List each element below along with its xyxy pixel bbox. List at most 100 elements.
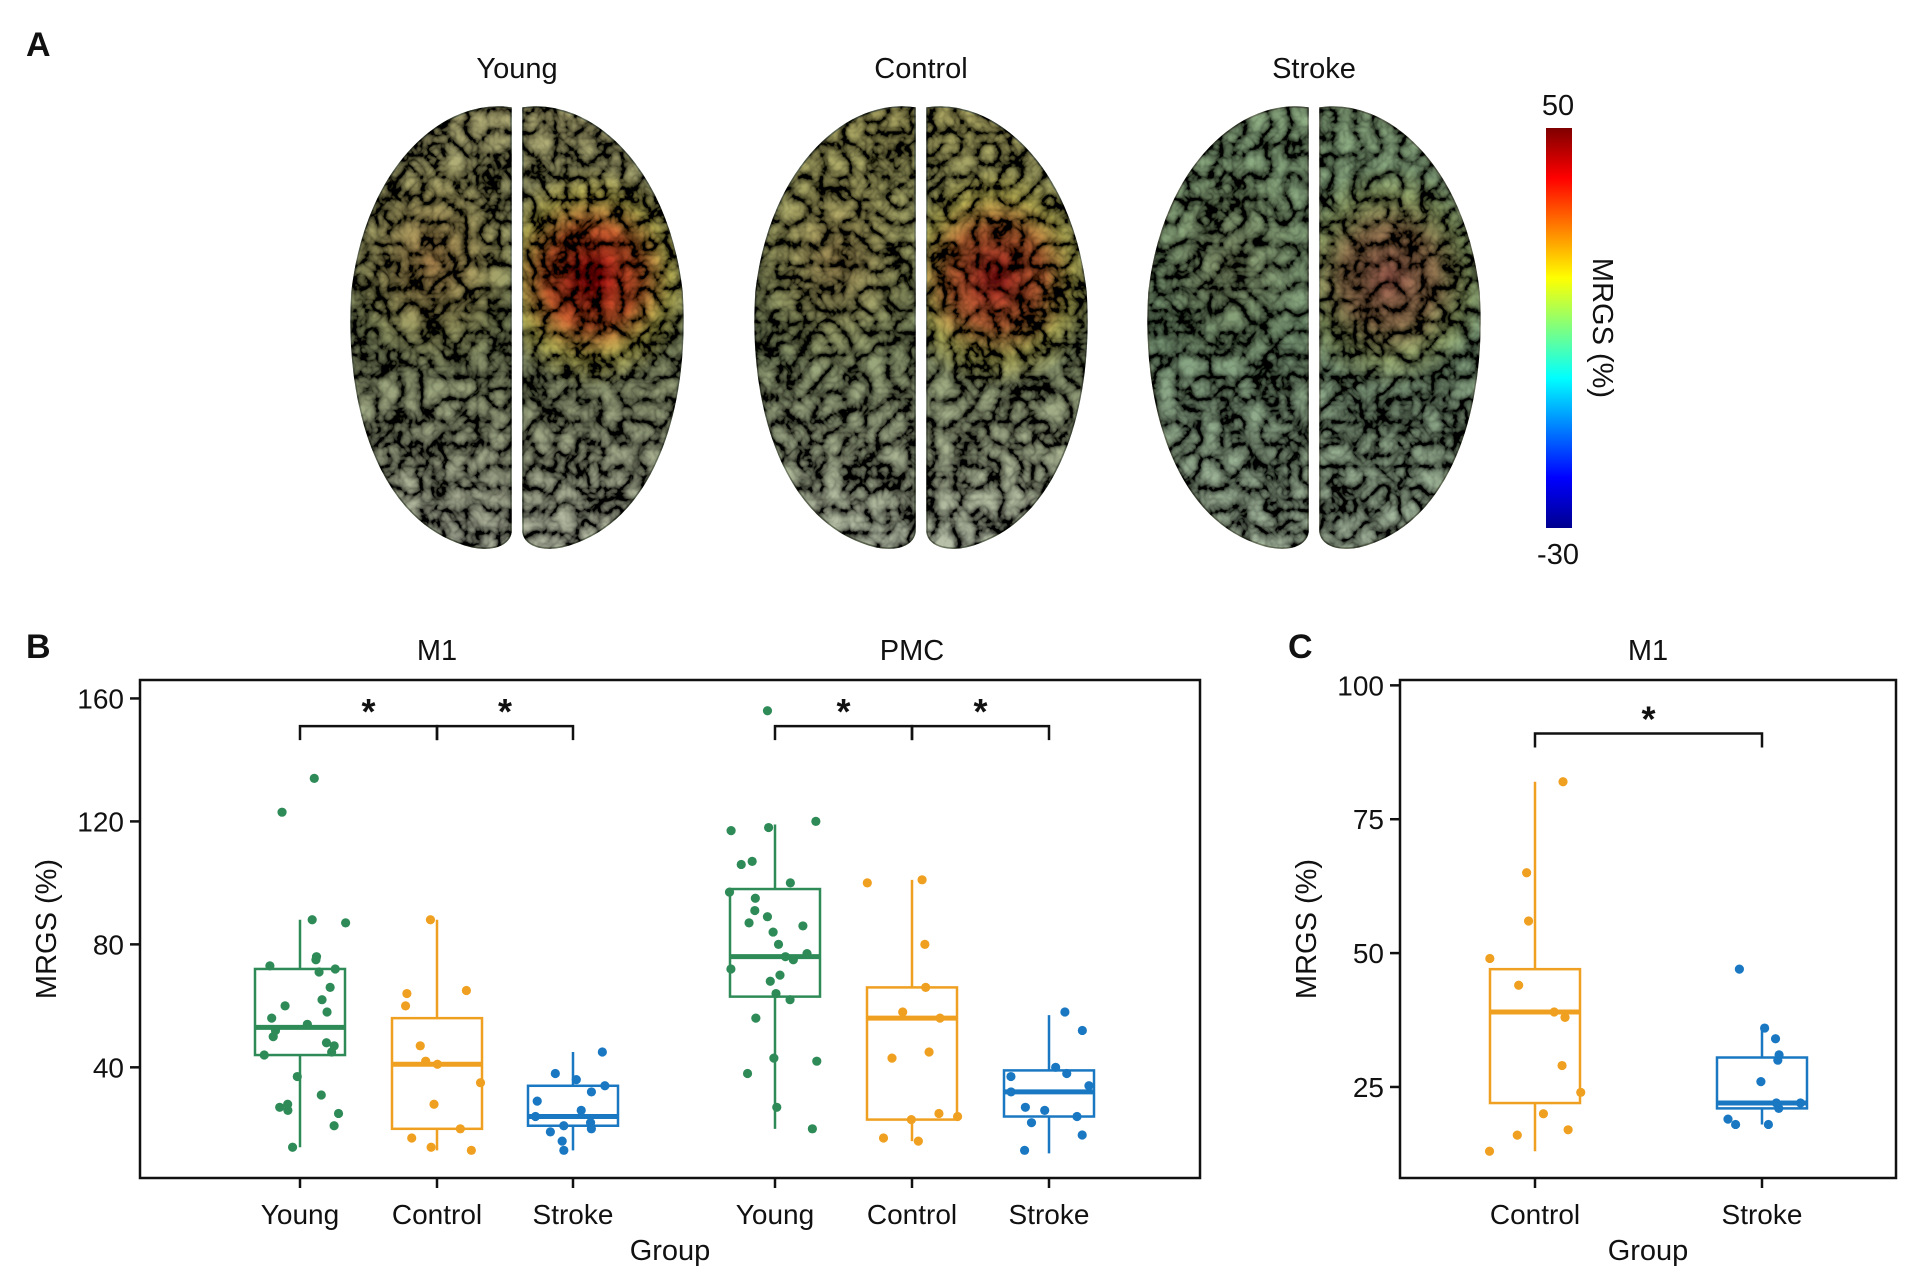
data-point xyxy=(1774,1103,1784,1113)
brain-young: Young xyxy=(350,53,684,549)
facet-title: M1 xyxy=(417,635,457,667)
data-point xyxy=(475,1078,486,1088)
data-point xyxy=(1006,1071,1016,1082)
data-point xyxy=(461,985,472,996)
data-point xyxy=(586,1087,597,1097)
data-point xyxy=(597,1047,607,1057)
significance-bracket: * xyxy=(435,691,575,741)
data-point xyxy=(1020,1102,1030,1112)
panel-b: B 40 80 120 160 MRGS (%) Group M1 Young Control S… xyxy=(26,628,1202,1267)
significance-star: * xyxy=(973,691,987,732)
data-point xyxy=(798,921,808,931)
data-point xyxy=(726,826,736,836)
hemisphere-left xyxy=(350,106,512,549)
data-point xyxy=(935,1013,945,1023)
data-point xyxy=(934,1108,944,1119)
data-point xyxy=(1538,1109,1549,1119)
data-point xyxy=(1523,916,1534,926)
facet-title: PMC xyxy=(880,635,944,667)
data-point xyxy=(330,964,340,974)
data-point xyxy=(341,918,351,928)
data-point xyxy=(1062,1068,1072,1079)
data-point xyxy=(802,948,812,959)
data-point xyxy=(878,1133,889,1143)
data-point xyxy=(557,1136,567,1146)
x-tick-label: Stroke xyxy=(1722,1199,1803,1230)
brain-renderings: Young Control Stroke xyxy=(350,53,1481,549)
data-point xyxy=(1795,1098,1806,1108)
brain-stroke: Stroke xyxy=(1147,53,1481,549)
data-point xyxy=(921,982,931,993)
group-control: Control xyxy=(390,915,486,1230)
data-point xyxy=(1763,1119,1774,1130)
data-point xyxy=(280,1001,290,1011)
y-tick-label: 25 xyxy=(1353,1072,1384,1103)
data-point xyxy=(1557,1060,1567,1071)
colorbar-title: MRGS (%) xyxy=(1586,258,1618,398)
significance-star: * xyxy=(836,691,850,732)
data-point xyxy=(913,1136,923,1146)
significance-star: * xyxy=(498,691,512,732)
y-tick-label: 50 xyxy=(1353,938,1384,969)
data-point xyxy=(1522,868,1532,878)
data-point xyxy=(898,1007,908,1017)
data-point xyxy=(1563,1125,1573,1135)
data-point xyxy=(600,1081,610,1091)
data-point xyxy=(762,912,773,922)
group-control: Control xyxy=(862,875,963,1230)
data-point xyxy=(530,1111,541,1122)
data-point xyxy=(402,988,412,999)
y-tick-label: 120 xyxy=(77,806,124,837)
x-axis-label: Group xyxy=(630,1235,711,1267)
y-axis-label: MRGS (%) xyxy=(31,859,63,999)
colorbar: 50 -30 MRGS (%) xyxy=(1537,90,1618,571)
data-point xyxy=(466,1145,476,1155)
colorbar-min-label: -30 xyxy=(1537,539,1579,571)
data-point xyxy=(952,1111,963,1122)
data-point xyxy=(400,1001,411,1011)
data-point xyxy=(322,1007,332,1017)
y-tick-label: 160 xyxy=(77,683,124,714)
significance-bracket: * xyxy=(1533,699,1764,748)
x-tick-label: Control xyxy=(1490,1199,1580,1230)
data-point xyxy=(788,955,798,965)
data-point xyxy=(765,976,775,986)
data-point xyxy=(421,1056,431,1066)
data-point xyxy=(1484,1146,1495,1156)
data-point xyxy=(1051,1062,1061,1072)
data-point xyxy=(1485,953,1495,964)
x-tick-label: Stroke xyxy=(533,1199,614,1230)
x-tick-label: Control xyxy=(392,1199,482,1230)
hemisphere-left xyxy=(754,106,916,549)
data-point xyxy=(807,1124,817,1134)
brain-title: Stroke xyxy=(1272,53,1356,85)
panel-a-label: A xyxy=(26,26,51,64)
data-point xyxy=(550,1068,560,1079)
x-tick-label: Young xyxy=(261,1199,339,1230)
colorbar-gradient xyxy=(1546,128,1572,528)
data-point xyxy=(1026,1118,1037,1128)
group-stroke: Stroke xyxy=(1715,964,1809,1230)
significance-bracket: * xyxy=(910,691,1051,741)
hemisphere-left xyxy=(1147,106,1309,549)
data-point xyxy=(429,1099,439,1109)
data-point xyxy=(425,915,436,925)
facet-m1: M1 Young Control Stroke * * xyxy=(253,635,620,1230)
facet-m1: M1 Control Stroke * xyxy=(1484,635,1809,1230)
significance-bracket: * xyxy=(298,691,439,741)
data-point xyxy=(920,939,930,949)
data-point xyxy=(917,875,927,885)
data-point xyxy=(432,1059,443,1069)
box xyxy=(390,1016,484,1131)
data-point xyxy=(415,1041,425,1051)
data-point xyxy=(1770,1034,1781,1044)
data-point xyxy=(771,988,781,999)
data-point xyxy=(924,1047,934,1057)
chart-b: 40 80 120 160 MRGS (%) Group M1 Young Control Str… xyxy=(31,635,1202,1267)
data-point xyxy=(259,1050,269,1060)
data-point xyxy=(316,1090,326,1100)
data-point xyxy=(329,1121,339,1131)
data-point xyxy=(811,816,821,827)
data-point xyxy=(775,970,785,980)
